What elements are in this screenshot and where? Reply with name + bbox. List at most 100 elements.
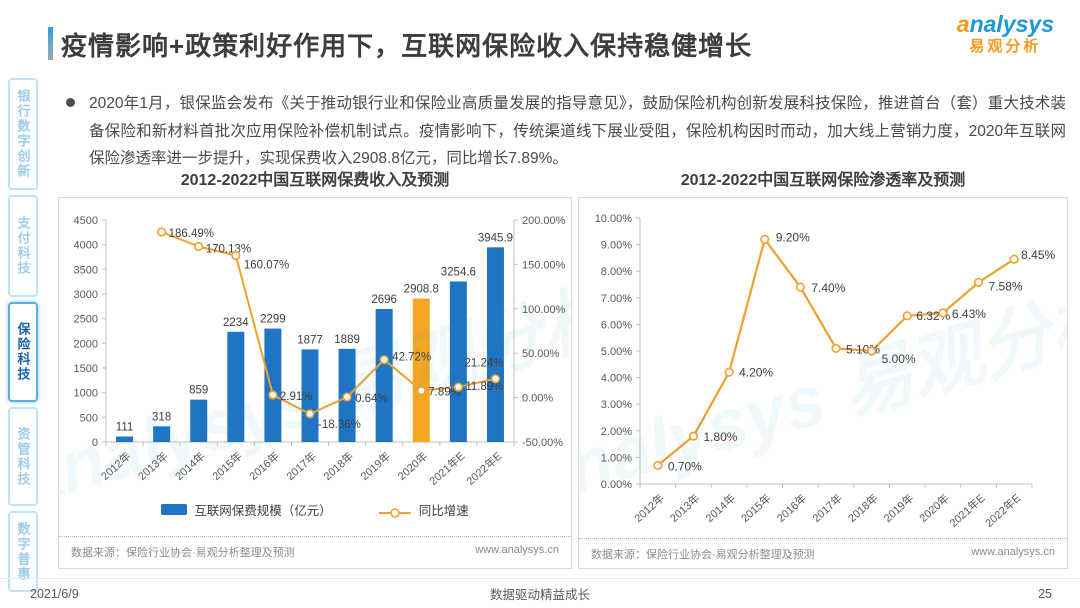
line-marker [1009,254,1019,264]
premium-income-chart-panel: analysys 易观分析 05001000150020002500300035… [58,197,572,569]
svg-text:500: 500 [80,412,98,424]
sidebar-item-bank-digital[interactable]: 银行数字创新 [8,78,38,190]
svg-text:7.40%: 7.40% [811,281,845,295]
svg-text:1889: 1889 [334,334,360,346]
svg-text:21.24%: 21.24% [464,358,503,370]
svg-text:3500: 3500 [74,264,98,276]
sidebar-item-insurance-tech[interactable]: 保险科技 [8,302,38,402]
logo-latin: analysys [956,11,1054,37]
svg-text:-18.36%: -18.36% [318,419,361,431]
data-source-right: 数据来源：保险行业协会·易观分析整理及预测 [591,549,815,561]
page-title: 疫情影响+政策利好作用下，互联网保险收入保持稳健增长 [61,31,753,61]
svg-text:-50.00%: -50.00% [522,437,563,449]
svg-text:3000: 3000 [74,289,98,301]
sidebar-item-payment-tech[interactable]: 支付科技 [8,195,38,297]
line-marker [902,311,912,321]
line-marker [867,346,877,356]
bar [227,331,245,442]
svg-text:4000: 4000 [74,240,98,252]
line-marker [760,234,770,244]
svg-text:150.00%: 150.00% [522,259,566,271]
svg-text:2000: 2000 [74,338,98,350]
line-marker [490,374,501,384]
svg-text:2019年: 2019年 [881,491,917,525]
svg-text:2.00%: 2.00% [601,426,632,438]
page-number: 25 [1038,586,1052,601]
title-accent-bar [48,27,53,60]
bar [153,426,171,442]
line-marker [416,385,426,396]
svg-text:5.00%: 5.00% [882,352,916,366]
svg-text:2234: 2234 [223,317,249,329]
penetration-chart-panel: analysys 易观分析 0.00% 1.00% 2.00% 3.00% 4.00% 5… [578,197,1068,569]
svg-text:8.45%: 8.45% [1021,248,1055,262]
line-marker [379,355,389,365]
svg-text:0.00%: 0.00% [522,393,553,405]
line-marker [724,367,734,377]
sidebar: 银行数字创新 支付科技 保险科技 资管科技 数字普惠 [8,78,38,592]
svg-text:2022年E: 2022年E [463,449,504,488]
bar [301,349,319,442]
footer: 2021/6/9 数据驱动精益成长 25 [0,578,1080,608]
svg-text:9.00%: 9.00% [601,240,632,252]
svg-text:2299: 2299 [260,314,286,326]
svg-text:5.00%: 5.00% [601,346,632,358]
svg-text:100.00%: 100.00% [522,304,566,316]
svg-text:7.00%: 7.00% [601,293,632,305]
svg-text:2021年E: 2021年E [426,449,467,488]
svg-text:42.72%: 42.72% [392,352,431,364]
chart-title-right: 2012-2022中国互联网保险渗透率及预测 [680,172,966,189]
svg-text:111: 111 [116,422,133,434]
footer-slogan: 数据驱动精益成长 [489,588,591,602]
svg-text:3.00%: 3.00% [601,399,632,411]
svg-text:4500: 4500 [74,215,98,227]
svg-text:2018年: 2018年 [845,491,881,525]
line-marker [688,431,699,441]
svg-text:3945.9: 3945.9 [478,232,513,244]
premium-income-chart: 0 500 1000 1500 2000 2500 3000 3500 4000 4500 -50.… [74,215,566,488]
svg-text:318: 318 [152,411,171,423]
svg-text:0.00%: 0.00% [601,479,632,491]
svg-text:0.64%: 0.64% [355,393,388,405]
svg-text:1.00%: 1.00% [601,452,632,464]
svg-text:6.43%: 6.43% [952,307,986,321]
svg-text:2696: 2696 [371,294,397,306]
svg-text:200.00%: 200.00% [522,215,566,227]
analysys-site-link[interactable]: www.analysys.cn [475,544,559,556]
line-marker [938,308,948,318]
logo-chinese: 易观分析 [969,38,1042,56]
svg-text:2500: 2500 [74,314,98,326]
premium-income-chart-section: 2012-2022中国互联网保费收入及预测 analysys 易观分析 0500… [58,166,572,569]
summary-text: 2020年1月，银保监会发布《关于推动银行业和保险业高质量发展的指导意见》，鼓励… [89,95,1066,168]
svg-text:4.20%: 4.20% [739,365,773,379]
chart-legend: 互联网保费规模（亿元） 同比增速 [59,500,571,519]
svg-text:2019年: 2019年 [357,449,393,483]
bar [412,298,430,442]
bar [486,247,504,442]
line-marker [231,250,241,261]
svg-text:1877: 1877 [297,334,323,346]
svg-text:9.20%: 9.20% [776,230,810,244]
line-marker-icon [378,507,411,518]
svg-text:170.13%: 170.13% [206,244,251,256]
source-row-right: 数据来源：保险行业协会·易观分析整理及预测 www.analysys.cn [579,538,1067,568]
legend-item-growth: 同比增速 [378,500,469,519]
analysys-logo: analysys 易观分析 [956,11,1054,56]
bullet-icon [66,98,75,107]
line-marker [157,227,167,237]
svg-text:7.89%: 7.89% [428,387,461,399]
svg-text:4.00%: 4.00% [601,373,632,385]
svg-text:2015年: 2015年 [738,491,774,525]
svg-text:2013年: 2013年 [667,491,703,525]
svg-text:7.58%: 7.58% [989,279,1023,293]
svg-text:2016年: 2016年 [246,449,282,483]
legend-label-growth: 同比增速 [418,504,469,518]
svg-text:186.49%: 186.49% [169,228,214,240]
bar-swatch-icon [161,504,188,515]
footer-date: 2021/6/9 [30,586,79,601]
svg-text:2013年: 2013年 [135,449,171,483]
sidebar-item-asset-mgmt-tech[interactable]: 资管科技 [8,407,38,506]
growth-line [161,231,496,416]
line-marker [453,382,463,392]
analysys-site-link[interactable]: www.analysys.cn [971,546,1055,558]
